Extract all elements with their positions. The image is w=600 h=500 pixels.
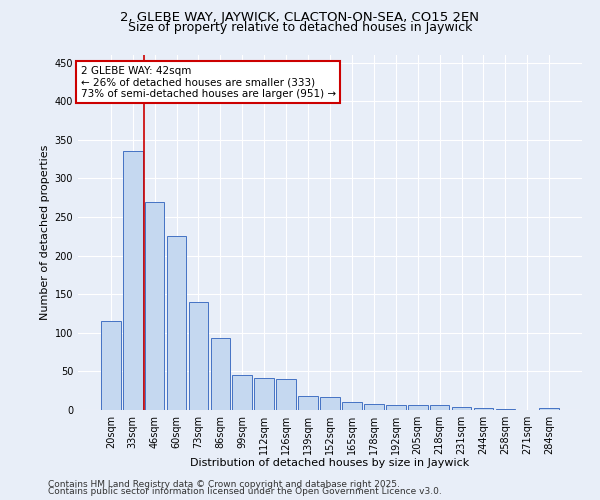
Bar: [386, 406, 406, 410]
Bar: [101, 322, 121, 410]
Bar: [211, 338, 230, 410]
X-axis label: Distribution of detached houses by size in Jaywick: Distribution of detached houses by size …: [190, 458, 470, 468]
Bar: [430, 404, 449, 410]
Text: Contains HM Land Registry data © Crown copyright and database right 2025.: Contains HM Land Registry data © Crown c…: [48, 480, 400, 489]
Bar: [452, 407, 472, 410]
Bar: [276, 379, 296, 410]
Bar: [364, 404, 384, 410]
Bar: [320, 397, 340, 410]
Bar: [496, 409, 515, 410]
Bar: [342, 402, 362, 410]
Bar: [539, 408, 559, 410]
Bar: [298, 396, 318, 410]
Bar: [254, 378, 274, 410]
Text: Size of property relative to detached houses in Jaywick: Size of property relative to detached ho…: [128, 22, 472, 35]
Bar: [408, 406, 428, 410]
Bar: [473, 408, 493, 410]
Text: 2, GLEBE WAY, JAYWICK, CLACTON-ON-SEA, CO15 2EN: 2, GLEBE WAY, JAYWICK, CLACTON-ON-SEA, C…: [121, 11, 479, 24]
Bar: [167, 236, 187, 410]
Text: 2 GLEBE WAY: 42sqm
← 26% of detached houses are smaller (333)
73% of semi-detach: 2 GLEBE WAY: 42sqm ← 26% of detached hou…: [80, 66, 335, 99]
Y-axis label: Number of detached properties: Number of detached properties: [40, 145, 50, 320]
Bar: [188, 302, 208, 410]
Bar: [145, 202, 164, 410]
Bar: [232, 374, 252, 410]
Text: Contains public sector information licensed under the Open Government Licence v3: Contains public sector information licen…: [48, 488, 442, 496]
Bar: [123, 152, 143, 410]
